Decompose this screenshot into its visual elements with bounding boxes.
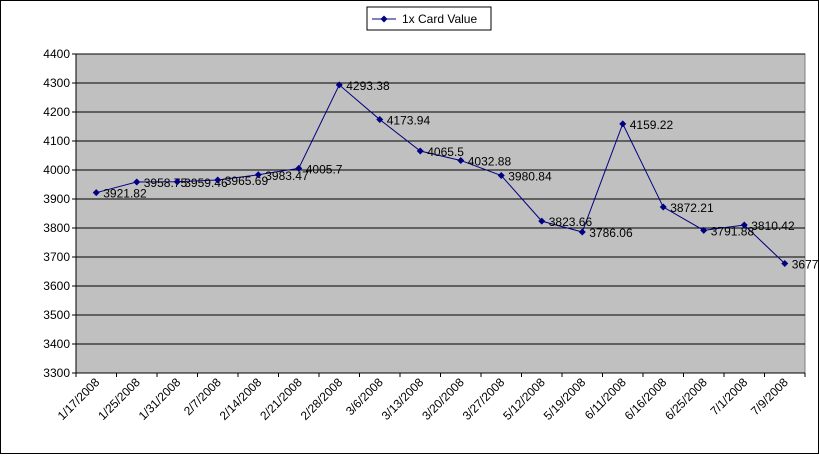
data-label: 3786.06 (589, 226, 633, 240)
y-tick-label: 3500 (43, 308, 70, 322)
data-label: 3921.82 (103, 187, 147, 201)
data-point-marker (578, 228, 586, 236)
data-label: 4032.88 (468, 154, 512, 168)
data-point-marker (295, 164, 303, 172)
data-point-marker (659, 203, 667, 211)
data-label: 3791.88 (711, 224, 755, 238)
data-point-marker (740, 221, 748, 229)
data-label: 3677.47 (792, 258, 819, 272)
data-point-marker (173, 178, 181, 186)
data-point-marker (700, 226, 708, 234)
data-point-marker (457, 156, 465, 164)
y-tick-label: 4400 (43, 47, 70, 61)
series-group: 3921.823958.753959.463965.693983.474005.… (92, 79, 819, 272)
data-point-marker (781, 260, 789, 268)
data-label: 4065.5 (427, 145, 464, 159)
data-point-marker (497, 172, 505, 180)
y-tick-label: 3300 (43, 366, 70, 380)
data-point-marker (416, 147, 424, 155)
data-label: 3823.66 (549, 215, 593, 229)
legend-series-label: 1x Card Value (402, 12, 477, 26)
data-label: 3958.75 (144, 176, 188, 190)
data-label: 3810.42 (751, 219, 795, 233)
data-label: 4005.7 (306, 162, 343, 176)
data-point-marker (254, 171, 262, 179)
data-label: 3959.46 (184, 176, 228, 190)
data-label: 3965.69 (225, 174, 269, 188)
y-axis: 3300 3400 3500 3600 3700 3800 3900 4000 4100 4200… (43, 47, 77, 380)
data-label: 4293.38 (346, 79, 390, 93)
data-point-marker (538, 217, 546, 225)
data-label: 4173.94 (387, 114, 431, 128)
data-label: 3872.21 (670, 201, 714, 215)
legend-box (366, 6, 492, 31)
data-point-marker (133, 178, 141, 186)
data-label: 4159.22 (630, 118, 674, 132)
data-point-marker (92, 189, 100, 197)
y-tick-label: 4300 (43, 76, 70, 90)
y-tick-label: 4000 (43, 163, 70, 177)
data-label: 3980.84 (508, 170, 552, 184)
y-tick-label: 4200 (43, 105, 70, 119)
y-tick-label: 3400 (43, 337, 70, 351)
y-tick-label: 3700 (43, 250, 70, 264)
legend-marker (380, 15, 388, 23)
gridlines (76, 53, 805, 374)
y-tick-label: 3900 (43, 192, 70, 206)
data-point-marker (376, 116, 384, 124)
data-point-marker (619, 120, 627, 128)
data-point-marker (214, 176, 222, 184)
y-tick-label: 4100 (43, 134, 70, 148)
data-point-marker (335, 81, 343, 89)
plot-area (75, 53, 806, 374)
legend: 1x Card Value (366, 6, 492, 31)
data-label: 3983.47 (265, 169, 309, 183)
y-tick-label: 3800 (43, 221, 70, 235)
y-tick-label: 3600 (43, 279, 70, 293)
series-line (96, 84, 786, 264)
